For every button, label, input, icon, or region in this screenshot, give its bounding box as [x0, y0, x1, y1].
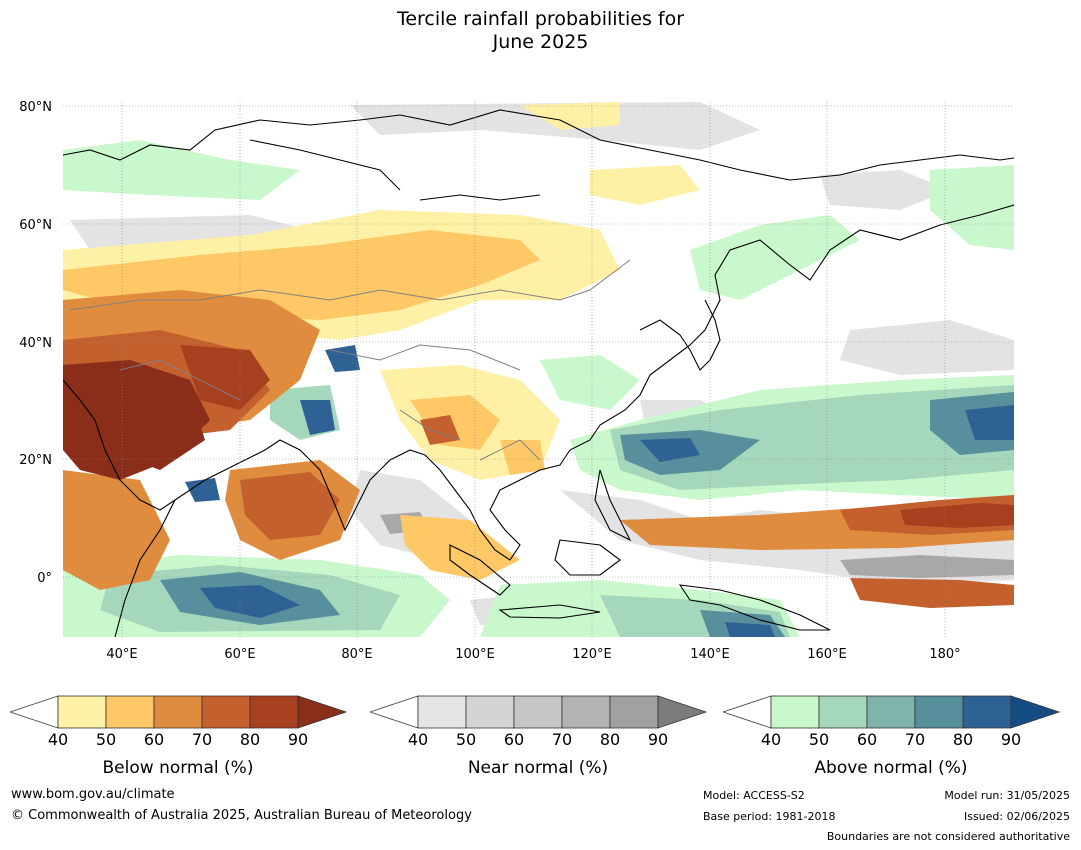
colorbar-upper-extension — [1010, 695, 1061, 729]
colorbar-segment — [866, 695, 916, 729]
longitude-ticks: 40°E 60°E 80°E 100°E 120°E 140°E 160°E 1… — [106, 647, 960, 662]
colorbar-segment — [57, 695, 107, 729]
below-normal-colorbar: 40 50 60 70 80 90 — [10, 695, 348, 748]
colorbar-segment — [417, 695, 467, 729]
colorbar-tick-label: 50 — [809, 730, 829, 748]
model-run-text: Model run: 31/05/2025 — [944, 789, 1070, 802]
colorbar-segment — [249, 695, 299, 729]
colorbar-tick-label: 80 — [240, 730, 260, 748]
colorbar-segment — [105, 695, 155, 729]
website-link[interactable]: www.bom.gov.au/climate — [11, 787, 175, 802]
colorbar-segment — [513, 695, 563, 729]
lon-tick-label: 80°E — [341, 647, 372, 662]
colorbar-tick-label: 40 — [408, 730, 428, 748]
colorbar-tick-label: 70 — [552, 730, 572, 748]
colorbar-tick-label: 50 — [456, 730, 476, 748]
near-normal-legend-label: Near normal (%) — [467, 758, 609, 778]
lat-tick-label: 40°N — [19, 336, 52, 351]
lon-tick-label: 40°E — [106, 647, 137, 662]
lon-tick-label: 140°E — [690, 647, 730, 662]
map-title-line2: June 2025 — [492, 31, 589, 53]
colorbar-segment — [561, 695, 611, 729]
colorbar-segment — [465, 695, 515, 729]
above-normal-colorbar: 40 50 60 70 80 90 — [723, 695, 1061, 748]
lat-tick-label: 0° — [37, 571, 52, 586]
lon-tick-label: 160°E — [807, 647, 847, 662]
model-text: Model: ACCESS-S2 — [703, 789, 805, 802]
colorbar-tick-label: 60 — [144, 730, 164, 748]
colorbar-tick-label: 80 — [600, 730, 620, 748]
lon-tick-label: 60°E — [224, 647, 255, 662]
colorbar-segment — [201, 695, 251, 729]
colorbar-tick-label: 40 — [761, 730, 781, 748]
colorbar-tick-label: 90 — [648, 730, 668, 748]
coastlines — [63, 109, 1014, 637]
colorbar-lower-extension — [723, 695, 772, 729]
rainfall-probability-field — [63, 102, 1014, 637]
base-period-text: Base period: 1981-2018 — [703, 810, 836, 823]
colorbar-lower-extension — [10, 695, 59, 729]
map-title: Tercile rainfall probabilities for June … — [0, 8, 1081, 54]
colorbar-tick-label: 50 — [96, 730, 116, 748]
colorbar-lower-extension — [370, 695, 419, 729]
map-figure: 80°N 60°N 40°N 20°N 0° 40°E 60°E 80°E 10… — [19, 100, 1014, 662]
colorbar-tick-label: 80 — [953, 730, 973, 748]
lon-tick-label: 100°E — [455, 647, 495, 662]
colorbar-tick-label: 90 — [1001, 730, 1021, 748]
colorbar-segment — [609, 695, 659, 729]
colorbar-tick-label: 60 — [504, 730, 524, 748]
lon-tick-label: 120°E — [572, 647, 612, 662]
below-normal-legend-label: Below normal (%) — [102, 758, 254, 778]
colorbar-tick-label: 60 — [857, 730, 877, 748]
above-normal-legend-label: Above normal (%) — [814, 758, 968, 778]
colorbar-tick-label: 40 — [48, 730, 68, 748]
colorbar-segment — [818, 695, 868, 729]
colorbar-upper-extension — [297, 695, 348, 729]
colorbar-segment — [770, 695, 820, 729]
colorbar-tick-label: 90 — [288, 730, 308, 748]
colorbar-tick-label: 70 — [192, 730, 212, 748]
boundaries-note: Boundaries are not considered authoritat… — [826, 830, 1070, 843]
issued-text: Issued: 02/06/2025 — [963, 810, 1070, 823]
copyright-text: © Commonwealth of Australia 2025, Austra… — [11, 808, 472, 823]
above-normal-areas — [63, 140, 1014, 637]
colorbar-upper-extension — [657, 695, 708, 729]
lat-tick-label: 60°N — [19, 218, 52, 233]
colorbar-segment — [153, 695, 203, 729]
lat-tick-label: 20°N — [19, 453, 52, 468]
colorbar-segment — [914, 695, 964, 729]
map-title-line1: Tercile rainfall probabilities for — [396, 8, 685, 30]
colorbar-tick-label: 70 — [905, 730, 925, 748]
latitude-ticks: 80°N 60°N 40°N 20°N 0° — [19, 100, 52, 586]
lon-tick-label: 180° — [929, 647, 960, 662]
graticule — [63, 102, 1014, 637]
near-normal-colorbar: 40 50 60 70 80 90 — [370, 695, 708, 748]
lat-tick-label: 80°N — [19, 100, 52, 115]
colorbar-segment — [962, 695, 1012, 729]
